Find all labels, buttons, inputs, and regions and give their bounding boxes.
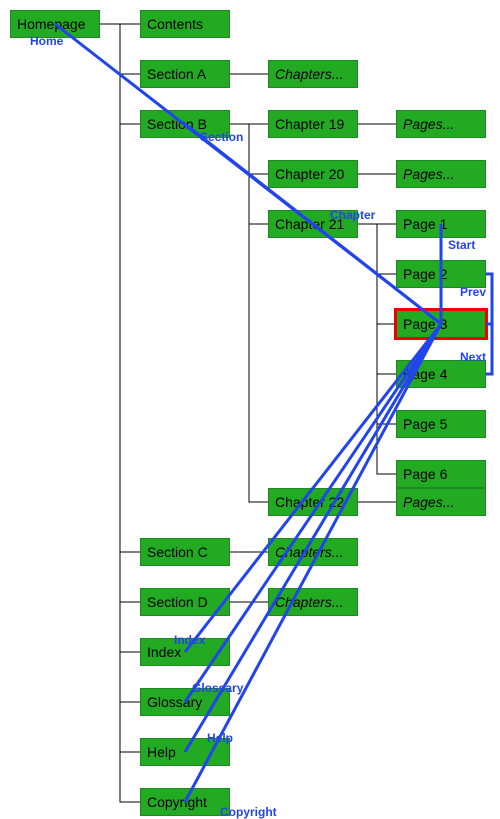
node-index: Index: [140, 638, 230, 666]
node-pages20: Pages...: [396, 160, 486, 188]
node-label: Section A: [147, 66, 206, 82]
node-contents: Contents: [140, 10, 230, 38]
node-label: Chapter 20: [275, 166, 344, 182]
node-label: Page 2: [403, 266, 447, 282]
node-sectionA: Section A: [140, 60, 230, 88]
node-pages22: Pages...: [396, 488, 486, 516]
node-label: Chapters...: [275, 66, 343, 82]
node-sectionC: Section C: [140, 538, 230, 566]
node-label: Page 5: [403, 416, 447, 432]
node-chapter22: Chapter 22: [268, 488, 358, 516]
node-label: Page 6: [403, 466, 447, 482]
node-chapter21: Chapter 21: [268, 210, 358, 238]
node-label: Homepage: [17, 16, 86, 32]
node-page4: Page 4: [396, 360, 486, 388]
node-page1: Page 1: [396, 210, 486, 238]
node-chapter19: Chapter 19: [268, 110, 358, 138]
target-highlight: [394, 308, 488, 340]
node-page2: Page 2: [396, 260, 486, 288]
node-label: Index: [147, 644, 181, 660]
node-copyright: Copyright: [140, 788, 230, 816]
node-label: Glossary: [147, 694, 202, 710]
node-chaptersA: Chapters...: [268, 60, 358, 88]
node-label: Chapter 21: [275, 216, 344, 232]
node-label: Section C: [147, 544, 208, 560]
node-label: Page 4: [403, 366, 447, 382]
node-homepage: Homepage: [10, 10, 100, 38]
node-sectionB: Section B: [140, 110, 230, 138]
node-label: Pages...: [403, 494, 454, 510]
node-label: Chapter 19: [275, 116, 344, 132]
node-label: Contents: [147, 16, 203, 32]
node-help: Help: [140, 738, 230, 766]
node-label: Help: [147, 744, 176, 760]
node-label: Section B: [147, 116, 207, 132]
node-page5: Page 5: [396, 410, 486, 438]
node-sectionD: Section D: [140, 588, 230, 616]
node-glossary: Glossary: [140, 688, 230, 716]
node-label: Pages...: [403, 116, 454, 132]
sitemap-diagram: Homepage Contents Section A Section B Sectio…: [0, 0, 500, 816]
node-label: Section D: [147, 594, 208, 610]
node-label: Page 1: [403, 216, 447, 232]
node-chaptersD: Chapters...: [268, 588, 358, 616]
node-chaptersC: Chapters...: [268, 538, 358, 566]
node-label: Copyright: [147, 794, 207, 810]
node-chapter20: Chapter 20: [268, 160, 358, 188]
node-pages19: Pages...: [396, 110, 486, 138]
node-label: Pages...: [403, 166, 454, 182]
node-page6: Page 6: [396, 460, 486, 488]
node-label: Chapters...: [275, 544, 343, 560]
node-label: Chapters...: [275, 594, 343, 610]
node-label: Chapter 22: [275, 494, 344, 510]
link-label-start: Start: [448, 238, 475, 252]
